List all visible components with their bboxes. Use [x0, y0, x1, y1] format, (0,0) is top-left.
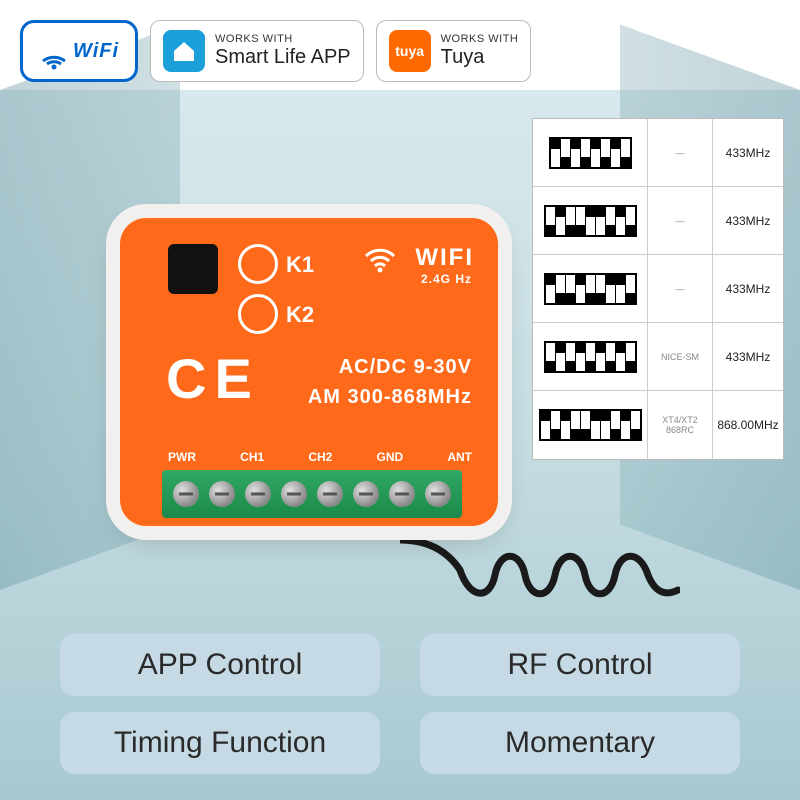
- tuya-works: WORKS WITH: [441, 33, 519, 46]
- device-freq: AM 300-868MHz: [308, 386, 472, 409]
- terminal-pwr: PWR: [168, 450, 196, 464]
- terminal-ant: ANT: [447, 450, 472, 464]
- compat-row: XT4/XT2 868RC868.00MHz: [533, 391, 783, 459]
- smartlife-icon: [163, 30, 205, 72]
- label-k2: K2: [286, 302, 314, 328]
- wifi-badge-text: WiFi: [73, 40, 119, 63]
- smartlife-works: WORKS WITH: [215, 33, 351, 46]
- wifi-icon: [39, 31, 69, 71]
- compatibility-table: —433MHz—433MHz—433MHzNICE-SM433MHzXT4/XT…: [532, 118, 784, 460]
- button-k1: [238, 244, 278, 284]
- feature-grid: APP Control RF Control Timing Function M…: [60, 634, 740, 774]
- terminal-gnd: GND: [377, 450, 404, 464]
- wifi-badge: WiFi: [20, 20, 138, 82]
- feature-app-control: APP Control: [60, 634, 380, 696]
- feature-rf-control: RF Control: [420, 634, 740, 696]
- device-wifi-sub: 2.4G Hz: [421, 272, 472, 286]
- compat-row: —433MHz: [533, 119, 783, 187]
- smartlife-badge: WORKS WITH Smart Life APP: [150, 20, 364, 82]
- feature-timing: Timing Function: [60, 712, 380, 774]
- device-wifi-icon: [362, 240, 398, 281]
- device-power: AC/DC 9-30V: [339, 356, 472, 379]
- device-sensor: [168, 244, 218, 294]
- antenna-coil: [400, 530, 680, 630]
- label-k1: K1: [286, 252, 314, 278]
- compat-row: —433MHz: [533, 187, 783, 255]
- terminal-block: [162, 470, 462, 518]
- compat-row: —433MHz: [533, 255, 783, 323]
- terminal-labels: PWR CH1 CH2 GND ANT: [168, 450, 472, 464]
- tuya-name: Tuya: [441, 46, 519, 69]
- ce-mark: CE: [166, 346, 260, 411]
- terminal-ch2: CH2: [308, 450, 332, 464]
- device-module: K1 K2 WIFI 2.4G Hz CE AC/DC 9-30V AM 300…: [120, 218, 498, 526]
- button-k2: [238, 294, 278, 334]
- tuya-badge: tuya WORKS WITH Tuya: [376, 20, 532, 82]
- smartlife-name: Smart Life APP: [215, 46, 351, 69]
- badge-row: WiFi WORKS WITH Smart Life APP tuya WORK…: [20, 20, 780, 82]
- compat-row: NICE-SM433MHz: [533, 323, 783, 391]
- feature-momentary: Momentary: [420, 712, 740, 774]
- tuya-icon: tuya: [389, 30, 431, 72]
- terminal-ch1: CH1: [240, 450, 264, 464]
- device-wifi-text: WIFI: [415, 244, 474, 272]
